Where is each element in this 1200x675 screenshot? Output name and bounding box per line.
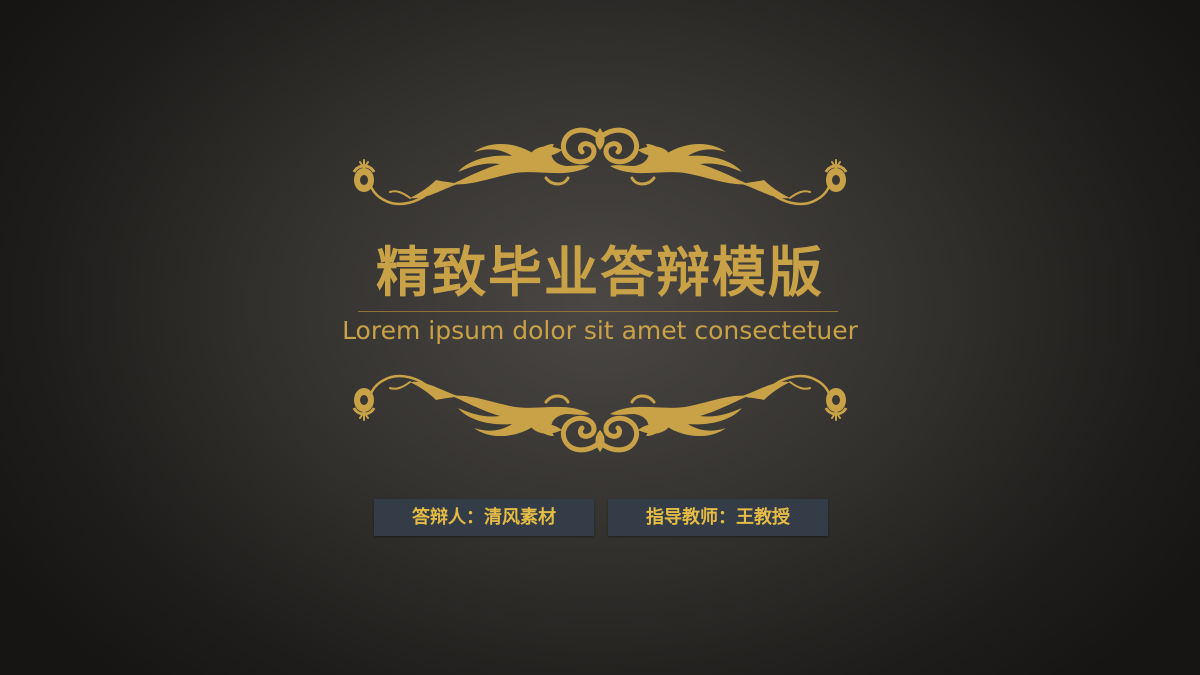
presenter-tag: 答辩人：清风素材 bbox=[374, 499, 594, 536]
title-divider bbox=[358, 311, 838, 312]
slide-title: 精致毕业答辩模版 bbox=[376, 241, 824, 304]
advisor-tag: 指导教师：王教授 bbox=[608, 499, 828, 536]
top-ornament-icon bbox=[340, 120, 860, 230]
slide-subtitle: Lorem ipsum dolor sit amet consectetuer bbox=[342, 316, 858, 345]
bottom-ornament-icon bbox=[340, 350, 860, 460]
